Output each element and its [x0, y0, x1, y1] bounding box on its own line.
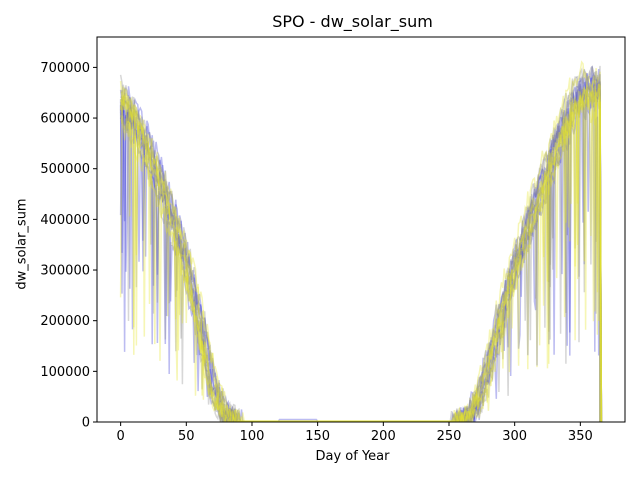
series-line-blue: [119, 96, 601, 422]
axes-frame: [96, 36, 626, 423]
y-tick-label: 100000: [40, 365, 90, 380]
series-line-gray: [119, 83, 603, 422]
series-line-blue: [119, 66, 603, 422]
x-tick-label: 200: [371, 429, 396, 444]
x-tick-label: 350: [568, 429, 593, 444]
series-group: [119, 60, 603, 422]
series-line-gray: [119, 89, 603, 422]
y-tick-label: 400000: [40, 213, 90, 228]
x-tick-label: 50: [178, 429, 195, 444]
series-line-blue: [119, 72, 601, 422]
series-line-gray: [119, 76, 603, 422]
y-tick-label: 300000: [40, 264, 90, 279]
series-line-gray: [119, 65, 601, 422]
series-line-yellow: [119, 79, 603, 422]
series-line-gray: [119, 84, 603, 422]
y-tick-label: 700000: [40, 61, 90, 76]
series-line-yellow: [120, 83, 601, 422]
series-line-blue: [119, 72, 603, 422]
x-tick-label: 0: [117, 429, 125, 444]
y-tick-label: 0: [82, 416, 90, 431]
x-tick-label: 100: [240, 429, 265, 444]
series-line-blue: [119, 82, 603, 422]
x-tick-label: 250: [437, 429, 462, 444]
y-tick-label: 500000: [40, 162, 90, 177]
x-tick-label: 300: [502, 429, 527, 444]
x-tick-label: 150: [305, 429, 330, 444]
series-line-gray: [120, 65, 603, 422]
series-line-yellow: [119, 99, 603, 422]
x-axis-label: Day of Year: [315, 449, 390, 464]
series-line-yellow: [119, 88, 603, 422]
series-line-blue: [119, 85, 601, 422]
series-line-yellow: [119, 87, 601, 422]
y-tick-label: 200000: [40, 314, 90, 329]
series-line-yellow: [119, 83, 603, 422]
chart-title: SPO - dw_solar_sum: [272, 12, 433, 31]
series-line-blue: [120, 77, 603, 422]
series-line-yellow: [119, 60, 603, 422]
y-tick-label: 600000: [40, 112, 90, 127]
